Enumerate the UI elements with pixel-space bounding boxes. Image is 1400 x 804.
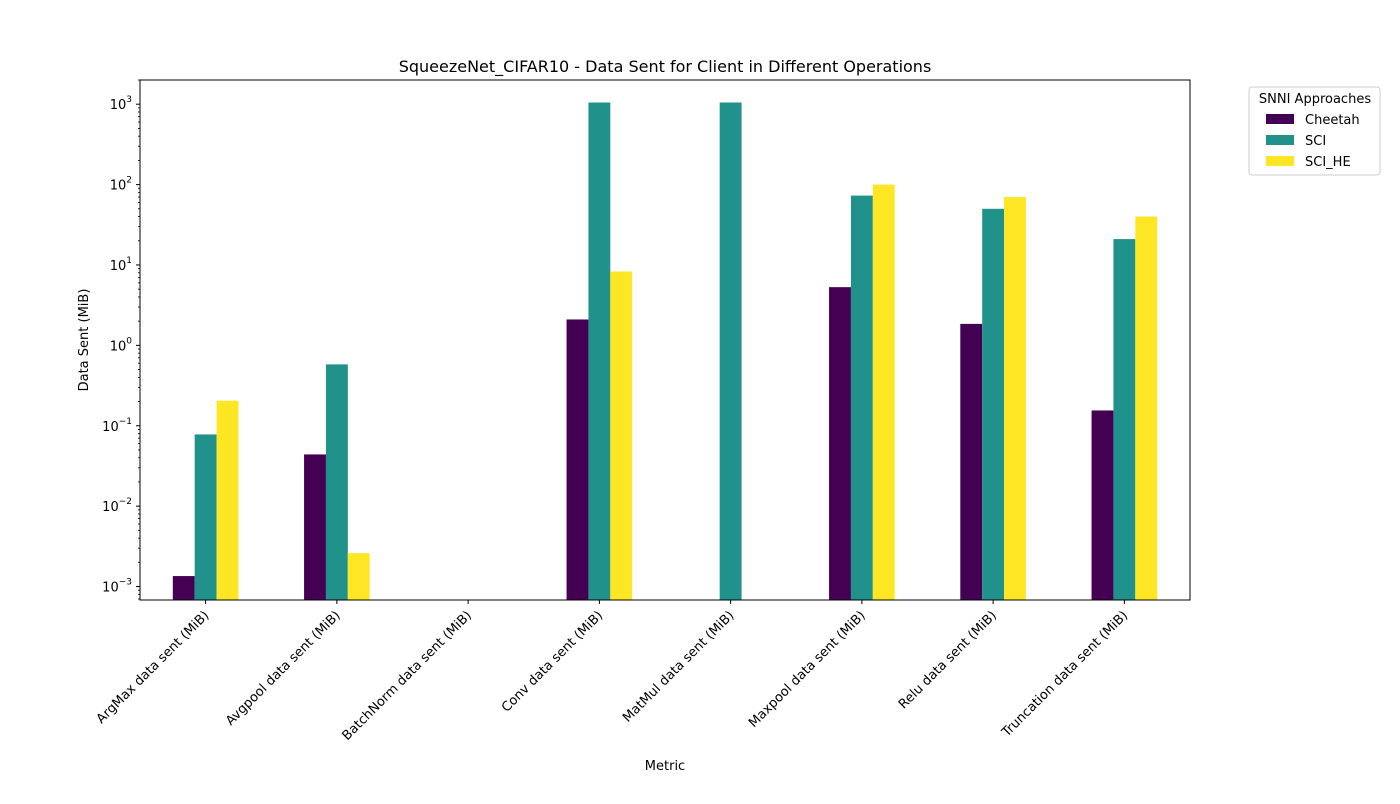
bar-sci-0 — [194, 434, 217, 600]
bar-cheetah-7 — [1091, 410, 1114, 600]
bar-cheetah-1 — [304, 454, 326, 600]
x-tick-label-7: Truncation data sent (MiB) — [999, 608, 1132, 741]
x-tick-label-4: MatMul data sent (MiB) — [620, 608, 737, 725]
bar-sci-he-0 — [216, 400, 239, 600]
y-tick-label-3: 100 — [110, 336, 133, 354]
bar-sci-he-6 — [1004, 197, 1026, 601]
legend-swatch-sci-he — [1266, 156, 1294, 166]
bar-sci-he-7 — [1135, 216, 1158, 600]
x-axis: ArgMax data sent (MiB) Avgpool data sent … — [94, 600, 1131, 744]
legend: SNNI Approaches Cheetah SCI SCI_HE — [1248, 86, 1381, 176]
y-axis-label: Data Sent (MiB) — [77, 289, 92, 392]
legend-label-cheetah: Cheetah — [1305, 113, 1360, 128]
x-axis-label: Metric — [645, 759, 685, 774]
bar-sci-6 — [982, 208, 1005, 601]
bar-cheetah-3 — [566, 319, 589, 600]
chart-title: SqueezeNet_CIFAR10 - Data Sent for Clien… — [399, 57, 932, 77]
bar-sci-he-1 — [347, 553, 370, 600]
x-tick-label-1: Avgpool data sent (MiB) — [223, 608, 344, 729]
y-tick-label-6: 103 — [110, 95, 132, 113]
y-tick-label-0: 10−3 — [102, 578, 132, 596]
y-tick-label-1: 10−2 — [102, 497, 132, 515]
bars-group — [172, 102, 1158, 601]
y-tick-label-5: 102 — [110, 176, 132, 194]
legend-swatch-cheetah — [1266, 114, 1294, 124]
y-tick-label-4: 101 — [110, 256, 132, 274]
legend-frame — [1248, 86, 1381, 176]
x-tick-label-3: Conv data sent (MiB) — [499, 608, 606, 715]
bar-sci-5 — [850, 195, 873, 600]
x-tick-label-2: BatchNorm data sent (MiB) — [340, 608, 475, 743]
legend-title: SNNI Approaches — [1259, 92, 1371, 107]
bar-cheetah-5 — [829, 287, 851, 600]
bar-sci-7 — [1113, 239, 1136, 600]
legend-label-sci-he: SCI_HE — [1305, 155, 1351, 170]
bar-sci-he-3 — [610, 271, 633, 600]
y-axis: 10−3 10−2 10−1 100 101 102 103 — [102, 79, 140, 600]
bar-sci-he-5 — [872, 184, 895, 600]
legend-swatch-sci — [1266, 135, 1294, 145]
x-tick-label-6: Relu data sent (MiB) — [896, 608, 1000, 712]
bar-sci-1 — [325, 364, 348, 600]
x-tick-label-0: ArgMax data sent (MiB) — [94, 608, 213, 727]
x-tick-label-5: Maxpool data sent (MiB) — [746, 608, 869, 731]
legend-label-sci: SCI — [1305, 134, 1326, 149]
plot-area-frame — [139, 79, 1191, 601]
y-tick-label-2: 10−1 — [102, 417, 132, 435]
bar-cheetah-6 — [960, 323, 983, 600]
bar-sci-3 — [588, 102, 611, 600]
bar-cheetah-0 — [172, 576, 195, 600]
bar-sci-4 — [719, 102, 742, 600]
